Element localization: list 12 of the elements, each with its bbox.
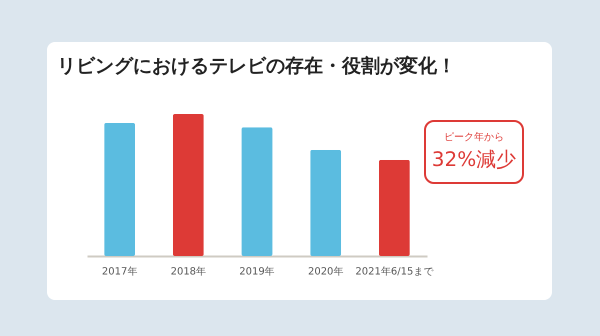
bar [104,122,136,256]
x-tick-label: 2020年 [308,266,344,278]
bar [310,150,342,256]
chart-title: リビングにおけるテレビの存在・役割が変化！ [57,55,456,77]
x-tick-label: 2017年 [102,266,138,278]
bar [172,114,204,256]
bar [242,127,272,256]
x-tick-label: 2019年 [239,266,275,278]
speech-bubble: ピーク年から 32%減少 [424,120,524,184]
bar [378,160,410,256]
x-tick-label: 2018年 [170,266,206,278]
x-tick-label: 2021年6/15まで [355,266,434,278]
